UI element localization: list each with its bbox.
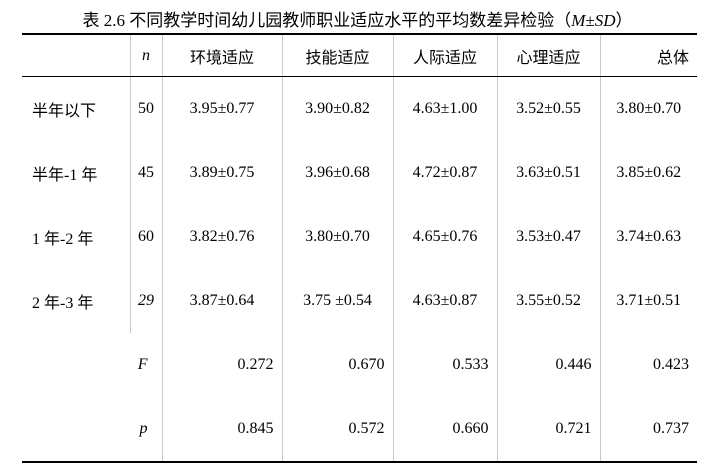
- n-value: 45: [138, 164, 154, 181]
- stat-label-cell: F: [22, 333, 162, 397]
- value-cell: 4.65±0.76: [392, 205, 497, 269]
- n-cell: 50: [129, 76, 162, 141]
- n-value: 50: [138, 100, 154, 117]
- value-cell: 3.87±0.64: [161, 269, 282, 333]
- value-cell: 3.80±0.70: [281, 205, 393, 269]
- data-row: 半年以下 50 3.95±0.77 3.90±0.82 4.63±1.00 3.52±0.…: [22, 76, 697, 141]
- stat-value: 0.721: [496, 397, 600, 462]
- stat-row: F 0.272 0.670 0.533 0.446 0.423: [22, 333, 697, 397]
- stat-value: 0.845: [161, 397, 282, 462]
- stat-value: 0.670: [281, 333, 393, 397]
- row-label: 2 年-3 年: [32, 295, 94, 312]
- value-cell: 3.96±0.68: [281, 141, 393, 205]
- n-value: 29: [138, 292, 154, 309]
- value-cell: 3.75 ±0.54: [281, 269, 393, 333]
- title-close: ）: [615, 11, 633, 30]
- stat-value: 0.446: [496, 333, 600, 397]
- header-cell: n: [129, 34, 162, 77]
- value-cell: 3.63±0.51: [496, 141, 600, 205]
- n-cell: 60: [129, 205, 162, 269]
- n-cell: 45: [129, 141, 162, 205]
- stat-label: F: [137, 356, 148, 373]
- header-blank: [22, 34, 130, 77]
- value-cell: 3.52±0.55: [496, 76, 600, 141]
- value-cell: 3.74±0.63: [599, 205, 697, 269]
- stat-value: 0.272: [161, 333, 282, 397]
- value-cell: 4.63±1.00: [392, 76, 497, 141]
- value-cell: 3.90±0.82: [281, 76, 393, 141]
- header-cell: 总体: [599, 34, 697, 77]
- value-cell: 3.85±0.62: [599, 141, 697, 205]
- header-cell: 技能适应: [281, 34, 393, 77]
- data-row: 1 年-2 年 60 3.82±0.76 3.80±0.70 4.65±0.76 3.53…: [22, 205, 697, 269]
- header-cell: 心理适应: [496, 34, 600, 77]
- value-cell: 3.82±0.76: [161, 205, 282, 269]
- value-cell: 3.53±0.47: [496, 205, 600, 269]
- value-cell: 3.89±0.75: [161, 141, 282, 205]
- stat-value: 0.423: [599, 333, 697, 397]
- title-italic: M±SD: [571, 11, 616, 30]
- n-cell: 29: [129, 269, 162, 333]
- stat-value: 0.533: [392, 333, 497, 397]
- header-cell: 环境适应: [161, 34, 282, 77]
- header-n: n: [142, 46, 150, 64]
- data-row: 2 年-3 年 29 3.87±0.64 3.75 ±0.54 4.63±0.87 3.5…: [22, 269, 697, 333]
- value-cell: 3.80±0.70: [599, 76, 697, 141]
- row-label: 半年-1 年: [32, 167, 98, 184]
- title-text: 表 2.6 不同教学时间幼儿园教师职业适应水平的平均数差异检验（: [82, 11, 572, 30]
- results-table: n 环境适应 技能适应 人际适应 心理适应 总体半年以下 50 3.95±0.77 3.90±0…: [22, 33, 697, 463]
- value-cell: 4.72±0.87: [392, 141, 497, 205]
- data-row: 半年-1 年 45 3.89±0.75 3.96±0.68 4.72±0.87 3.63±…: [22, 141, 697, 205]
- row-label: 半年以下: [32, 103, 97, 120]
- value-cell: 4.63±0.87: [392, 269, 497, 333]
- value-cell: 3.95±0.77: [161, 76, 282, 141]
- stat-label: p: [139, 420, 148, 437]
- stat-row: p 0.845 0.572 0.660 0.721 0.737: [22, 397, 697, 462]
- table-title: 表 2.6 不同教学时间幼儿园教师职业适应水平的平均数差异检验（M±SD）: [0, 6, 715, 31]
- value-cell: 3.55±0.52: [496, 269, 600, 333]
- stat-value: 0.660: [392, 397, 497, 462]
- header-row: n 环境适应 技能适应 人际适应 心理适应 总体: [22, 34, 697, 77]
- n-value: 60: [138, 228, 154, 245]
- row-label: 1 年-2 年: [32, 231, 94, 248]
- value-cell: 3.71±0.51: [599, 269, 697, 333]
- header-cell: 人际适应: [392, 34, 497, 77]
- stat-value: 0.737: [599, 397, 697, 462]
- stat-label-cell: p: [22, 397, 162, 462]
- stat-value: 0.572: [281, 397, 393, 462]
